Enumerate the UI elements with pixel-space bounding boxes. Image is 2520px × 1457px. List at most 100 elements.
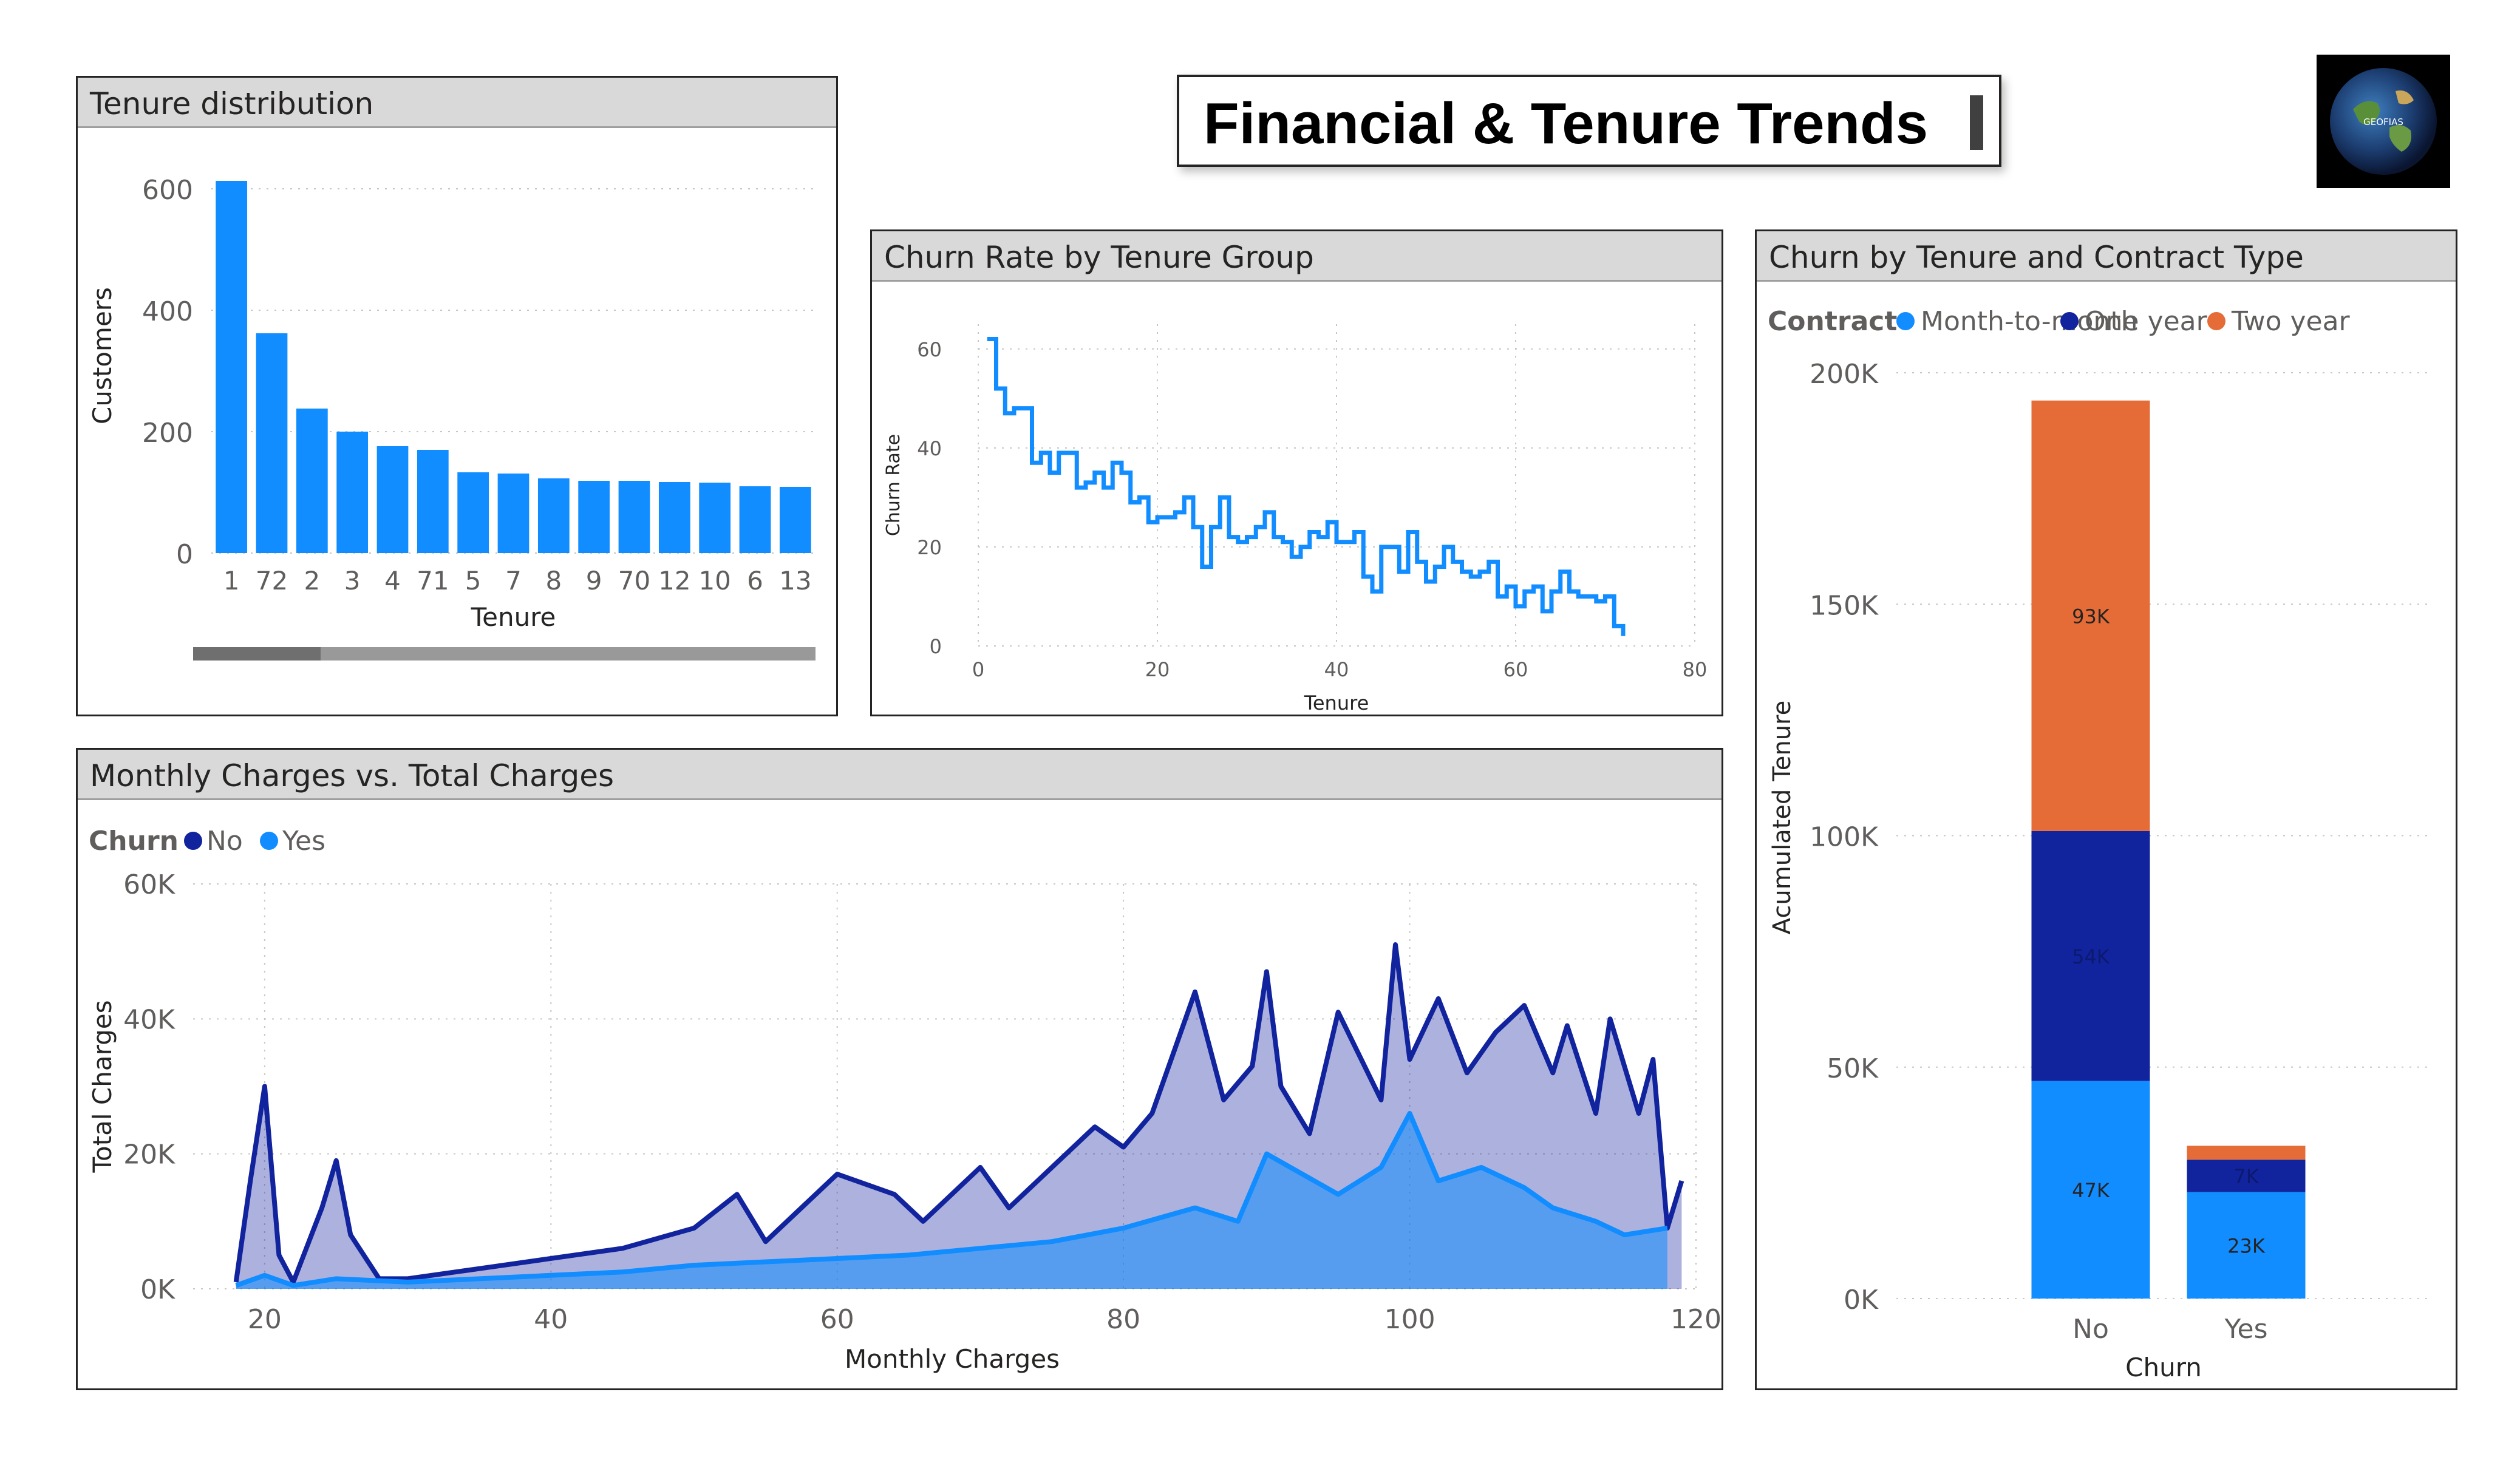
x-tick-label: 4 bbox=[384, 566, 401, 596]
y-tick-label: 0K bbox=[140, 1274, 175, 1305]
x-tick-label: 20 bbox=[1145, 658, 1170, 681]
stacked-bar-segment bbox=[2031, 1081, 2150, 1299]
title-cursor-bar bbox=[1970, 95, 1983, 150]
x-axis-title: Churn bbox=[2125, 1353, 2202, 1382]
legend-title: Contract bbox=[1768, 306, 1897, 337]
x-tick-label: 8 bbox=[545, 566, 562, 596]
x-tick-label: 10 bbox=[698, 566, 730, 596]
y-tick-label: 50K bbox=[1827, 1053, 1879, 1084]
x-tick-label: 40 bbox=[534, 1304, 568, 1335]
series-line bbox=[233, 942, 1684, 1285]
x-tick-label: 60 bbox=[820, 1304, 854, 1335]
y-tick-label: 40 bbox=[917, 437, 942, 460]
x-tick-label: Yes bbox=[2224, 1314, 2267, 1345]
tenure-distribution-panel: Tenure distribution 0 200 400 600 1 72 2 3 4 71 5 7… bbox=[76, 76, 838, 716]
y-tick-label: 40K bbox=[123, 1004, 175, 1035]
panel-header: Monthly Charges vs. Total Charges bbox=[78, 750, 1721, 800]
data-label: 7K bbox=[2233, 1165, 2259, 1188]
bar bbox=[497, 474, 530, 553]
panel-title: Churn Rate by Tenure Group bbox=[884, 240, 1314, 275]
data-label: 47K bbox=[2072, 1179, 2110, 1202]
x-tick-label: No bbox=[2072, 1314, 2109, 1345]
bar bbox=[376, 446, 409, 553]
data-label: 23K bbox=[2227, 1234, 2266, 1257]
bar bbox=[578, 481, 610, 553]
y-tick-label: 600 bbox=[142, 175, 193, 206]
y-tick-label: 150K bbox=[1810, 590, 1879, 621]
panel-header: Tenure distribution bbox=[78, 78, 836, 128]
bar bbox=[336, 432, 369, 553]
panel-title: Tenure distribution bbox=[90, 86, 374, 121]
x-tick-label: 3 bbox=[344, 566, 361, 596]
x-axis-title: Tenure bbox=[1304, 691, 1369, 715]
page-title: Financial & Tenure Trends bbox=[1204, 91, 1929, 156]
churn-rate-panel: Churn Rate by Tenure Group 0 20 40 60 0 20 40 6… bbox=[870, 229, 1723, 716]
stacked-bar-segment bbox=[2031, 400, 2150, 831]
y-tick-label: 60 bbox=[917, 338, 942, 361]
data-label: 54K bbox=[2072, 945, 2110, 968]
y-tick-label: 200 bbox=[142, 418, 193, 449]
y-axis-title: Acumulated Tenure bbox=[1768, 701, 1796, 934]
x-tick-label: 71 bbox=[417, 566, 449, 596]
y-tick-label: 0K bbox=[1844, 1285, 1879, 1316]
y-tick-label: 20K bbox=[123, 1139, 175, 1170]
y-axis-title: Churn Rate bbox=[883, 434, 904, 536]
y-tick-label: 200K bbox=[1810, 359, 1879, 390]
churn-rate-chart: 0 20 40 60 0 20 40 60 80 Tenure Churn Rate bbox=[883, 324, 1708, 715]
y-tick-label: 0 bbox=[930, 635, 942, 658]
y-tick-label: 20 bbox=[917, 536, 942, 559]
legend-label: One year bbox=[2085, 306, 2208, 337]
bar bbox=[256, 333, 288, 553]
bar bbox=[457, 472, 489, 553]
y-tick-label: 60K bbox=[123, 869, 175, 900]
x-axis-title: Tenure bbox=[471, 602, 556, 632]
globe-logo: GEOFIAS bbox=[2317, 55, 2450, 188]
legend-marker bbox=[184, 832, 202, 850]
scrollbar-track bbox=[193, 647, 816, 661]
x-tick-label: 60 bbox=[1503, 658, 1528, 681]
legend-marker bbox=[260, 832, 278, 850]
x-axis-title: Monthly Charges bbox=[845, 1344, 1060, 1374]
data-label: 93K bbox=[2072, 605, 2110, 628]
charges-chart: Churn No Yes 0K 20K 40K 60K 20 40 60 80 100 120 Month… bbox=[87, 826, 1721, 1374]
panel-header: Churn Rate by Tenure Group bbox=[872, 231, 1721, 282]
x-tick-label: 1 bbox=[223, 566, 240, 596]
bar bbox=[699, 483, 731, 553]
panel-title: Monthly Charges vs. Total Charges bbox=[90, 758, 615, 793]
x-tick-label: 12 bbox=[658, 566, 690, 596]
bar bbox=[296, 409, 328, 553]
legend-label: No bbox=[206, 826, 243, 857]
panel-title: Churn by Tenure and Contract Type bbox=[1769, 240, 2304, 275]
scrollbar-thumb bbox=[193, 647, 321, 661]
x-tick-label: 6 bbox=[747, 566, 763, 596]
stacked-bar-segment bbox=[2187, 1192, 2306, 1299]
x-tick-label: 70 bbox=[618, 566, 650, 596]
legend-label: Two year bbox=[2231, 306, 2351, 337]
stacked-bar-segment bbox=[2187, 1160, 2306, 1192]
legend-marker bbox=[2207, 312, 2225, 330]
x-tick-label: 80 bbox=[1106, 1304, 1140, 1335]
bar bbox=[739, 486, 771, 553]
x-tick-label: 5 bbox=[465, 566, 482, 596]
y-tick-label: 400 bbox=[142, 296, 193, 327]
charges-panel: Monthly Charges vs. Total Charges Churn N… bbox=[76, 748, 1723, 1390]
stacked-bar-segment bbox=[2187, 1146, 2306, 1160]
series-line bbox=[235, 1110, 1668, 1288]
x-tick-label: 7 bbox=[505, 566, 522, 596]
bar bbox=[779, 487, 811, 553]
x-tick-label: 40 bbox=[1324, 658, 1349, 681]
legend-marker bbox=[1896, 312, 1915, 330]
x-tick-label: 72 bbox=[256, 566, 288, 596]
x-tick-label: 0 bbox=[972, 658, 984, 681]
globe-icon bbox=[2330, 68, 2437, 175]
legend-marker bbox=[2060, 312, 2079, 330]
x-tick-label: 80 bbox=[1683, 658, 1708, 681]
logo-text: GEOFIAS bbox=[2363, 117, 2403, 127]
bar bbox=[658, 482, 690, 553]
x-tick-label: 9 bbox=[586, 566, 602, 596]
bar bbox=[618, 481, 650, 553]
contract-panel: Churn by Tenure and Contract Type Contra… bbox=[1755, 229, 2457, 1390]
page-title-box: Financial & Tenure Trends bbox=[1177, 75, 2001, 167]
x-tick-label: 2 bbox=[304, 566, 320, 596]
